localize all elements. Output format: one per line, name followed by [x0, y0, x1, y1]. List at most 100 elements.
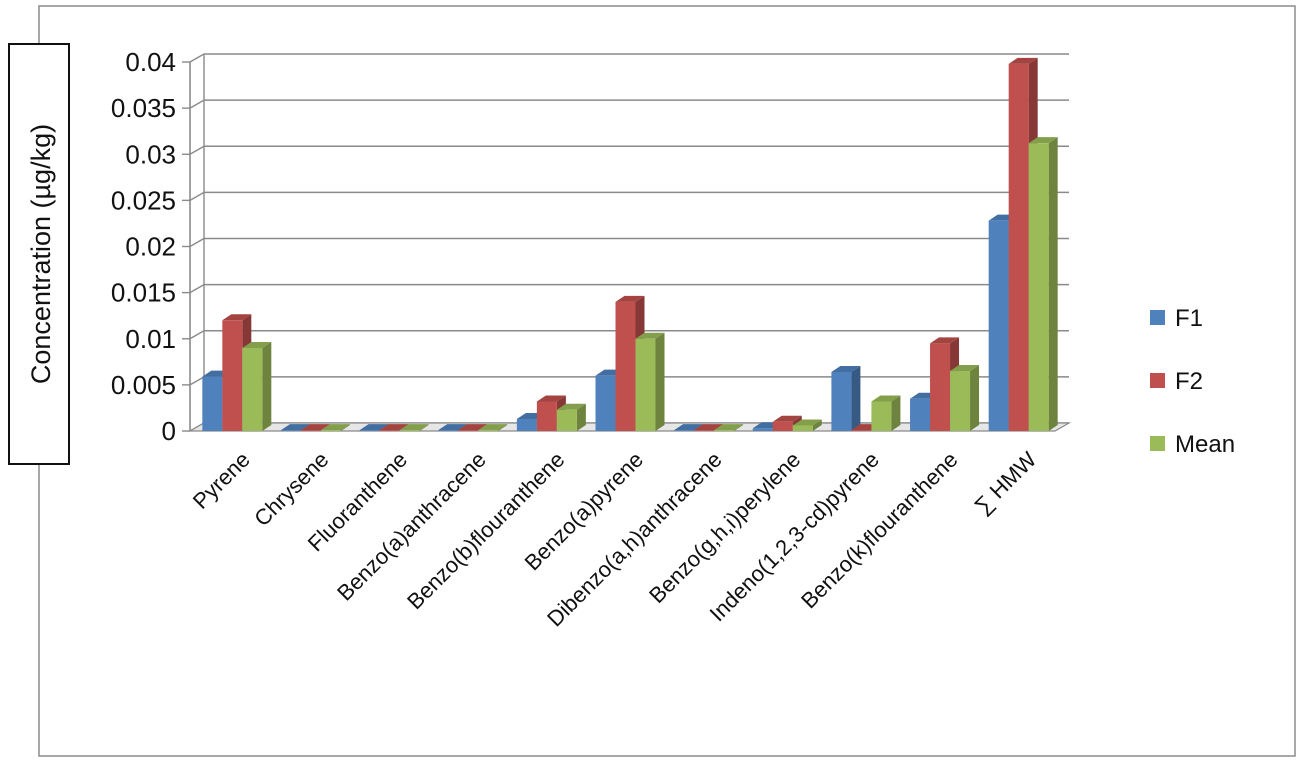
legend-label: F2 — [1175, 368, 1203, 395]
bar-front — [359, 430, 380, 431]
y-axis-label: Concentration (µg/kg) — [26, 124, 56, 384]
bar-top — [379, 424, 409, 431]
bar-side — [812, 419, 822, 431]
y-axis-label-box: Concentration (µg/kg) — [8, 43, 70, 465]
y-axis-label-frame — [8, 43, 70, 465]
legend-swatch — [1150, 373, 1165, 388]
bar-front — [222, 320, 243, 431]
bar-front — [930, 343, 951, 431]
bar-top — [635, 332, 665, 339]
legend-swatch — [1150, 436, 1165, 451]
bar-top — [674, 424, 704, 431]
legend-entry-mean: Mean — [1150, 431, 1235, 458]
bar-front — [1028, 143, 1049, 431]
bar-front — [320, 430, 341, 431]
bar-front — [988, 220, 1009, 431]
bar-mean-1 — [320, 424, 350, 431]
bar-top — [280, 424, 310, 431]
gridline-depth — [189, 191, 205, 201]
bar-front — [1008, 63, 1029, 431]
y-tick-label: 0.02 — [125, 232, 176, 262]
bar-side — [970, 365, 980, 431]
y-tick-label: 0.04 — [125, 47, 176, 77]
bar-front — [871, 401, 892, 431]
bar-front — [242, 347, 263, 431]
bar-f1-8 — [831, 365, 861, 431]
bar-top — [871, 395, 901, 402]
bar-mean-7 — [792, 419, 822, 431]
y-tick-label: 0.015 — [111, 278, 176, 308]
bar-side — [734, 424, 744, 431]
bar-mean-10 — [1028, 137, 1058, 431]
bars — [202, 57, 1058, 431]
bar-top — [300, 424, 330, 431]
bar-side — [851, 365, 861, 431]
legend-swatch — [1150, 310, 1165, 325]
bar-front — [202, 376, 223, 431]
bar-side — [655, 332, 665, 431]
y-tick-label: 0.035 — [111, 93, 176, 123]
bar-front — [556, 409, 577, 431]
bar-front — [536, 401, 557, 431]
bar-side — [576, 403, 586, 431]
legend-entry-f1: F1 — [1150, 305, 1203, 332]
legend: F1 F2 Mean — [1150, 305, 1235, 458]
bar-top — [399, 424, 429, 431]
bar-top — [242, 341, 272, 348]
bar-front — [752, 428, 773, 431]
legend-entry-f2: F2 — [1150, 368, 1203, 395]
bar-mean-6 — [714, 424, 744, 431]
legend-label: F1 — [1175, 305, 1203, 332]
y-tick-labels: 0 0.005 0.01 0.015 0.02 0.025 0.03 0.035 0.04 — [111, 47, 176, 446]
y-tick-label: 0.005 — [111, 370, 176, 400]
bar-side — [498, 424, 508, 431]
gridline-depth — [189, 284, 205, 294]
y-tick-label: 0.025 — [111, 185, 176, 215]
bar-top — [950, 365, 980, 372]
bar-side — [340, 424, 350, 431]
y-tick-label: 0.03 — [125, 139, 176, 169]
bar-side — [1048, 137, 1058, 431]
bar-front — [792, 425, 813, 431]
bar-front — [478, 430, 499, 431]
gridline-depth — [189, 99, 205, 109]
bar-front — [674, 430, 695, 431]
bar-top — [556, 403, 586, 410]
bar-top — [930, 337, 960, 344]
bar-front — [950, 371, 971, 431]
bar-front — [615, 301, 636, 431]
bar-top — [359, 424, 389, 431]
bar-side — [419, 424, 429, 431]
bar-top — [536, 395, 566, 402]
bar-top — [772, 415, 802, 422]
bar-top — [458, 424, 488, 431]
bar-mean-5 — [635, 332, 665, 431]
bar-top — [615, 295, 645, 302]
bar-front — [694, 430, 715, 431]
bar-mean-4 — [556, 403, 586, 431]
bar-front — [516, 419, 537, 431]
bar-top — [222, 314, 252, 321]
bar-front — [458, 430, 479, 431]
gridline-depth — [189, 330, 205, 340]
bar-top — [438, 424, 468, 431]
bar-front — [910, 398, 931, 431]
bar-top — [320, 424, 350, 431]
bar-mean-3 — [478, 424, 508, 431]
bar-front — [635, 338, 656, 431]
bar-front — [280, 430, 301, 431]
gridline-depth — [189, 145, 205, 155]
bar-top — [694, 424, 724, 431]
bar-top — [714, 424, 744, 431]
bar-top — [478, 424, 508, 431]
gridline-depth — [189, 237, 205, 248]
bar-mean-2 — [399, 424, 429, 431]
gridline-depth — [189, 376, 205, 386]
y-tick-label: 0.01 — [125, 324, 176, 354]
legend-label: Mean — [1175, 431, 1235, 458]
bar-front — [300, 430, 321, 431]
bar-front — [438, 430, 459, 431]
bar-front — [851, 430, 872, 431]
bar-front — [595, 375, 616, 431]
bar-mean-9 — [950, 365, 980, 431]
